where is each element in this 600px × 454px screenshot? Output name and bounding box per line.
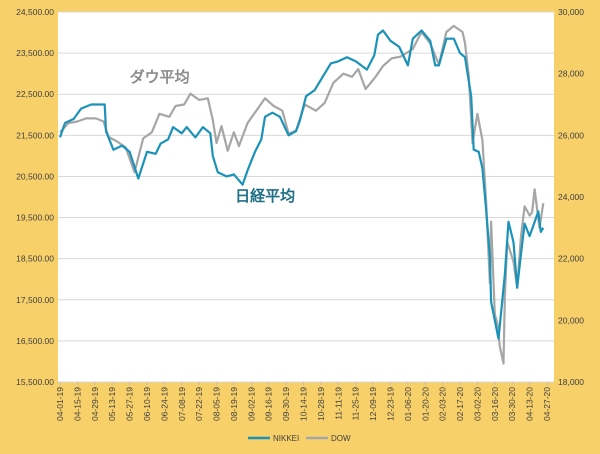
y-left-tick-label: 18,500.00: [16, 254, 54, 264]
x-axis-ticks: 04-01-19 04-15-19 04-29-19 05-13-19 05-27-19…: [55, 382, 552, 421]
x-tick-label: 06-10-19: [142, 387, 152, 421]
y-left-tick-label: 17,500.00: [16, 295, 54, 305]
annotation-label: ダウ平均: [130, 68, 190, 86]
x-tick-label: 09-30-19: [281, 387, 291, 421]
x-tick-label: 06-24-19: [159, 387, 169, 421]
legend: NIKKEI DOW: [248, 434, 351, 443]
left-axis-ticks: 15,500.00 16,500.00 17,500.00 18,500.00 19,5…: [16, 7, 54, 387]
x-tick-label: 05-27-19: [125, 387, 135, 421]
legend-label: DOW: [331, 434, 351, 443]
x-tick-label: 12-23-19: [385, 387, 395, 421]
y-left-tick-label: 21,500.00: [16, 130, 54, 140]
x-tick-label: 07-08-19: [177, 387, 187, 421]
annotation-label: 日経平均: [235, 187, 295, 205]
x-tick-label: 11-25-19: [351, 387, 361, 421]
x-tick-label: 01-20-20: [420, 387, 430, 421]
y-right-tick-label: 18,000: [558, 377, 584, 387]
y-right-tick-label: 22,000: [558, 254, 584, 264]
x-tick-label: 01-06-20: [403, 387, 413, 421]
x-tick-label: 04-29-19: [90, 387, 100, 421]
x-tick-label: 05-13-19: [107, 387, 117, 421]
x-tick-label: 02-03-20: [438, 387, 448, 421]
x-tick-label: 09-02-19: [246, 387, 256, 421]
y-left-tick-label: 20,500.00: [16, 171, 54, 181]
series-lines: [58, 24, 545, 365]
x-tick-label: 11-11-19: [333, 387, 343, 420]
y-left-tick-label: 23,500.00: [16, 48, 54, 58]
y-right-tick-label: 26,000: [558, 130, 584, 140]
y-left-tick-label: 24,500.00: [16, 7, 54, 17]
y-right-tick-label: 20,000: [558, 315, 584, 325]
x-tick-label: 08-19-19: [229, 387, 239, 421]
y-left-tick-label: 22,500.00: [16, 89, 54, 99]
x-tick-label: 04-13-20: [525, 387, 535, 421]
right-axis-ticks: 18,000 20,000 22,000 24,000 26,000 28,000 30,0…: [558, 7, 584, 387]
x-tick-label: 03-16-20: [490, 387, 500, 421]
legend-label: NIKKEI: [273, 434, 299, 443]
x-tick-label: 09-16-19: [264, 387, 274, 421]
y-left-tick-label: 19,500.00: [16, 213, 54, 223]
y-right-tick-label: 28,000: [558, 69, 584, 79]
x-tick-label: 04-15-19: [72, 387, 82, 421]
series-line-nikkei: [58, 29, 545, 340]
y-left-tick-label: 15,500.00: [16, 377, 54, 387]
x-tick-label: 12-09-19: [368, 387, 378, 421]
y-right-tick-label: 24,000: [558, 192, 584, 202]
y-right-tick-label: 30,000: [558, 7, 584, 17]
x-tick-label: 02-17-20: [455, 387, 465, 421]
x-tick-label: 10-28-19: [316, 387, 326, 421]
x-tick-label: 08-05-19: [212, 387, 222, 421]
x-tick-label: 07-22-19: [194, 387, 204, 421]
x-tick-label: 04-01-19: [55, 387, 65, 421]
x-tick-label: 10-14-19: [299, 387, 309, 421]
plot-area: [58, 12, 554, 382]
x-tick-label: 03-02-20: [472, 387, 482, 421]
x-tick-label: 03-30-20: [507, 387, 517, 421]
y-left-tick-label: 16,500.00: [16, 336, 54, 346]
x-tick-label: 04-27-20: [542, 387, 552, 421]
